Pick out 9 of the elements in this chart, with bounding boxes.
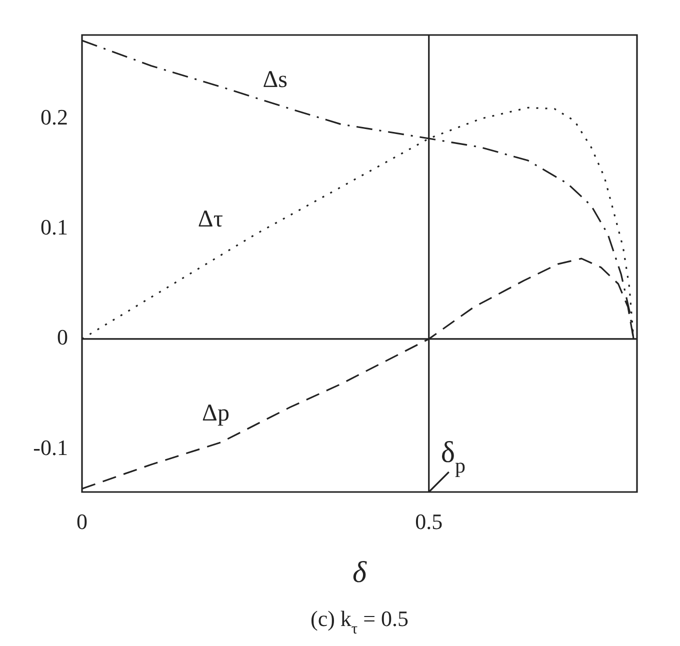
y-tick-label: -0.1 — [33, 434, 68, 460]
y-tick-label: 0.2 — [40, 104, 68, 130]
x-axis-title: δ — [352, 556, 368, 589]
series-label: Δp — [202, 400, 230, 426]
y-tick-label: 0 — [57, 324, 68, 350]
series-label: Δs — [262, 66, 288, 93]
y-tick-label: 0.1 — [40, 214, 68, 240]
series-label: Δτ — [198, 206, 224, 232]
x-tick-label: 0.5 — [415, 508, 443, 534]
